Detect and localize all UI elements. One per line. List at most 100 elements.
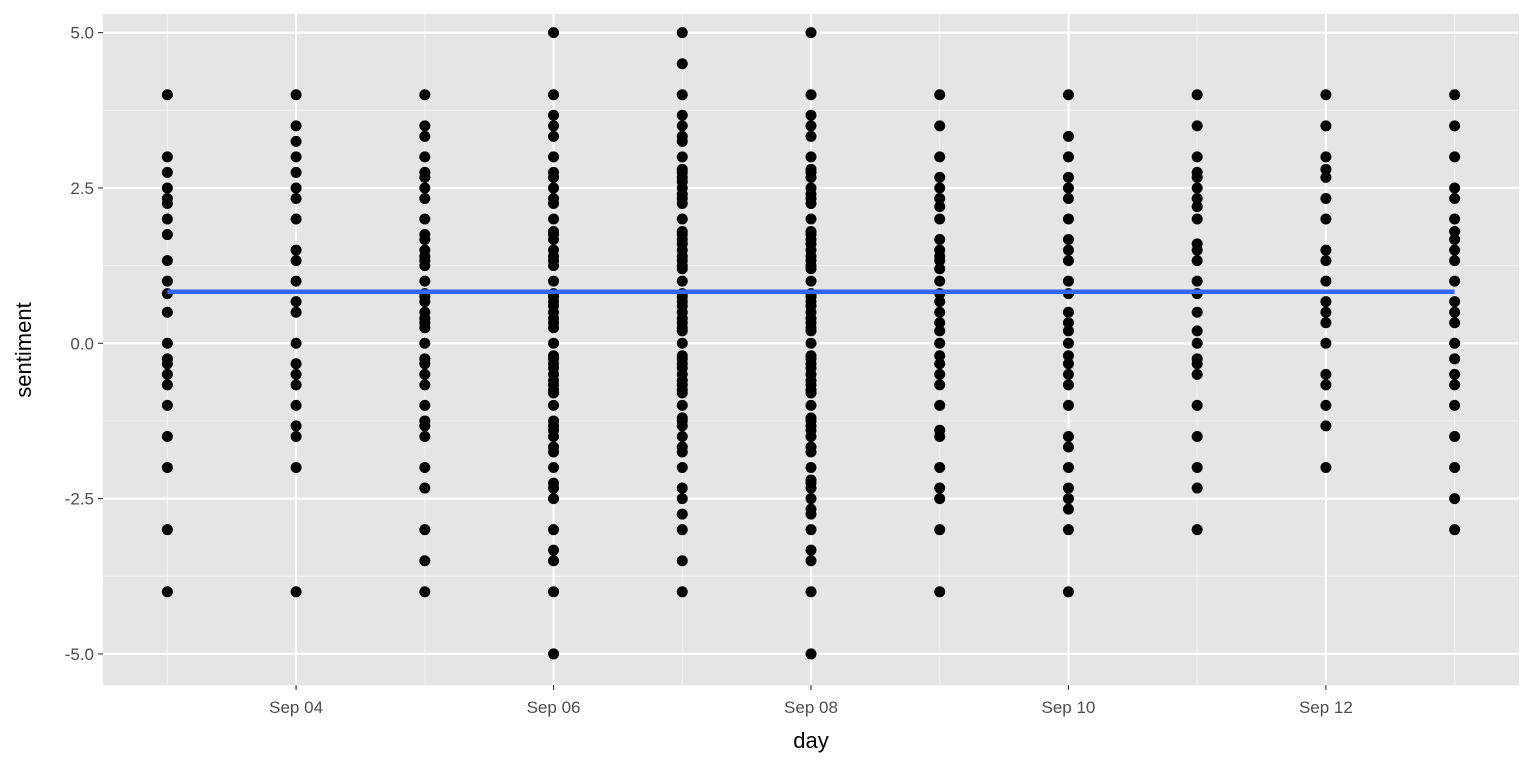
data-point [290,368,302,380]
data-point [290,255,302,267]
y-tick-label: 0.0 [70,334,94,353]
data-point [1449,379,1461,391]
data-point [805,130,817,142]
data-point [548,89,560,101]
data-point [1062,368,1074,380]
data-point [805,109,817,121]
data-point [1449,493,1461,505]
data-point [548,260,560,272]
data-point [419,430,431,442]
x-axis-tick-labels: Sep 04 Sep 06 Sep 08 Sep 10 Sep 12 [269,698,1353,717]
data-point [290,586,302,598]
data-point [419,368,431,380]
data-point [290,135,302,147]
data-point [1320,244,1332,256]
data-point [676,524,688,536]
data-point [548,109,560,121]
data-point [805,462,817,474]
data-point [290,462,302,474]
data-point [934,234,946,246]
data-point [1449,399,1461,411]
data-point [934,213,946,225]
data-point [1062,524,1074,536]
data-point [419,296,431,308]
data-point [1191,275,1203,287]
data-point [1191,337,1203,349]
data-point [548,197,560,209]
data-point [676,462,688,474]
data-point [676,151,688,163]
data-point [1449,244,1461,256]
data-point [161,255,173,267]
data-point [548,399,560,411]
data-point [161,306,173,318]
data-point [1191,255,1203,267]
data-point [934,317,946,329]
data-point [1449,368,1461,380]
x-tick-label: Sep 08 [784,698,838,717]
data-point [161,337,173,349]
data-point [934,325,946,337]
data-point [1062,430,1074,442]
data-point [676,109,688,121]
data-point [419,193,431,205]
data-point [1062,306,1074,318]
x-tick-label: Sep 04 [269,698,323,717]
data-point [1449,120,1461,132]
data-point [1320,399,1332,411]
data-point [548,120,560,132]
data-point [419,182,431,194]
data-point [290,89,302,101]
data-point [805,524,817,536]
data-point [548,462,560,474]
data-point [1191,524,1203,536]
data-point [548,182,560,194]
data-point [548,130,560,142]
data-point [1449,255,1461,267]
data-point [161,358,173,370]
data-point [548,275,560,287]
data-point [934,524,946,536]
data-point [805,275,817,287]
data-point [1449,306,1461,318]
data-point [676,420,688,432]
data-point [419,151,431,163]
data-point [805,263,817,275]
data-point [934,263,946,275]
data-point [548,524,560,536]
axis-ticks [98,32,1327,690]
data-point [1062,325,1074,337]
data-point [1191,244,1203,256]
data-point [1320,193,1332,205]
data-point [934,358,946,370]
data-point [1449,430,1461,442]
data-point [934,120,946,132]
data-point [1062,171,1074,183]
data-point [676,555,688,567]
data-point [548,213,560,225]
data-point [290,337,302,349]
data-point [290,430,302,442]
data-point [419,482,431,494]
data-point [1449,89,1461,101]
data-point [419,420,431,432]
data-point [934,306,946,318]
data-point [290,182,302,194]
data-point [676,586,688,598]
data-point [1191,151,1203,163]
data-point [161,586,173,598]
data-point [934,193,946,205]
data-point [934,275,946,287]
data-point [1449,151,1461,163]
data-point [1191,182,1203,194]
data-point [1062,379,1074,391]
data-point [676,89,688,101]
data-point [1320,89,1332,101]
data-point [1191,193,1203,205]
data-point [934,171,946,183]
data-point [419,234,431,246]
data-point [805,648,817,660]
data-point [1320,151,1332,163]
